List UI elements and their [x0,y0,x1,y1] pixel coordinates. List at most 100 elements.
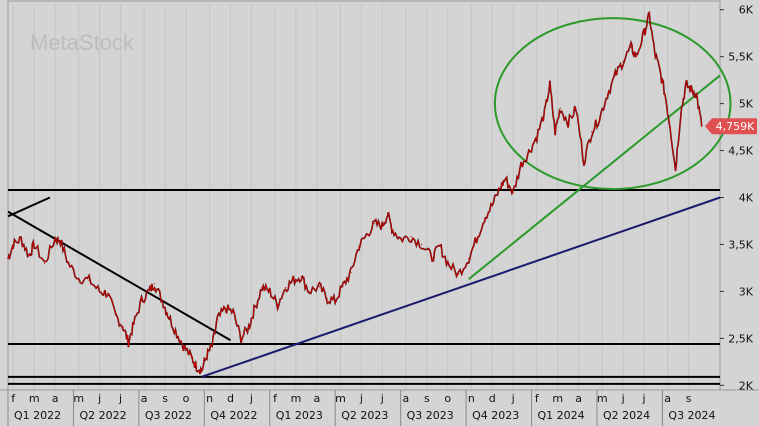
price-point [99,290,101,292]
price-point [476,238,478,240]
month-tick-label: j [97,392,101,405]
price-point [140,300,143,302]
price-point [504,178,506,180]
month-tick-label: m [552,392,563,405]
price-point [674,168,677,170]
price-point [78,277,80,279]
price-point [12,243,14,246]
quarter-tick-label: Q3 2024 [668,409,715,422]
y-tick-label: 6K [739,4,754,17]
price-point [664,93,666,95]
highlight-ellipse[interactable] [493,17,732,191]
price-point [695,93,698,95]
price-point [232,311,234,313]
price-point [54,238,56,240]
price-point [431,257,433,259]
x-axis: f m a m j j a s o n d j f m a m j j a s o n d j f m a m j j a sQ1 2022 Q… [0,389,759,426]
price-point [211,345,213,347]
price-point [59,240,62,242]
price-point [554,131,556,133]
price-point [277,303,279,306]
price-point [88,279,90,281]
price-point [350,272,352,274]
quarter-tick-label: Q3 2022 [145,409,192,422]
y-tick-label: 5K [739,98,754,111]
price-point [499,187,501,189]
quarter-tick-label: Q1 2023 [276,409,323,422]
price-point [182,345,184,347]
price-point [358,245,360,247]
price-point [392,229,394,231]
price-point [583,161,585,163]
price-point [421,243,423,246]
price-point [410,236,412,238]
month-tick-label: m [597,392,608,405]
price-point [599,117,601,119]
month-tick-label: s [686,392,692,405]
price-series [7,10,703,375]
quarter-tick-label: Q4 2023 [472,409,519,422]
price-point [261,287,263,289]
month-tick-label: s [162,392,168,405]
month-tick-label: j [249,392,253,405]
price-point [224,307,226,309]
month-tick-label: m [335,392,346,405]
price-line [7,11,703,375]
price-point [342,285,344,287]
month-tick-label: a [403,392,410,405]
trendline[interactable] [7,196,51,218]
price-point [669,126,671,128]
price-point [549,84,551,86]
quarter-tick-label: Q2 2024 [603,409,650,422]
price-point [536,135,538,138]
month-tick-label: d [489,392,496,405]
price-point [512,192,514,194]
price-point [167,313,169,315]
month-tick-label: n [206,392,213,405]
quarter-tick-label: Q2 2022 [79,409,126,422]
price-point [468,257,470,260]
y-axis: 2K 2,5K 3K 3,5K 4K 4,5K 5K 5,5K 6K [720,4,754,392]
price-point [190,356,192,358]
price-point [216,319,218,321]
month-tick-label: s [424,392,430,405]
month-tick-label: f [535,392,540,405]
price-point [161,300,163,302]
month-tick-label: j [118,392,122,405]
y-tick-label: 4K [739,192,754,205]
month-tick-label: a [575,392,582,405]
price-point [643,32,645,34]
price-point [127,341,129,343]
last-price-marker [705,118,757,135]
price-point [528,151,530,153]
price-point [483,217,485,219]
price-point [648,14,650,16]
price-point [7,257,9,260]
vertical-gridlines [12,5,690,390]
price-point [630,46,632,48]
price-point [690,88,692,91]
price-point [400,238,402,240]
price-point [622,60,624,62]
price-point [269,290,271,292]
price-point [300,275,302,277]
month-tick-label: a [664,392,671,405]
trendline[interactable] [201,196,721,378]
trendline[interactable] [7,210,232,342]
price-point [308,290,310,292]
price-point [148,289,150,292]
trendline[interactable] [468,74,721,280]
price-point [544,112,546,114]
month-tick-label: j [380,392,384,405]
drawn-lines [7,0,732,391]
month-tick-label: j [359,392,363,405]
y-tick-label: 3K [739,285,754,298]
price-point [520,164,522,166]
price-point [284,287,287,289]
price-point [28,255,30,257]
price-point [106,292,109,294]
quarter-tick-label: Q4 2022 [210,409,257,422]
price-point [567,121,569,123]
